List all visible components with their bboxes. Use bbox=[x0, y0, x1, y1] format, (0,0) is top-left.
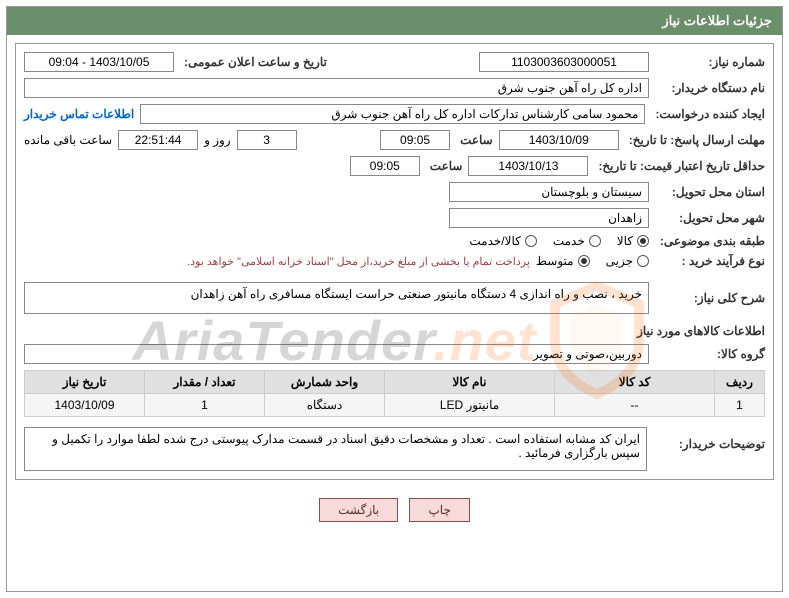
buyer-org-label: نام دستگاه خریدار: bbox=[655, 81, 765, 95]
radio-option[interactable]: خدمت bbox=[553, 234, 601, 248]
reply-deadline-label: مهلت ارسال پاسخ: تا تاریخ: bbox=[625, 133, 765, 147]
price-valid-date: 1403/10/13 bbox=[468, 156, 588, 176]
buyer-contact-link[interactable]: اطلاعات تماس خریدار bbox=[24, 107, 134, 121]
remaining-days: 3 bbox=[237, 130, 297, 150]
table-header: تاریخ نیاز bbox=[25, 371, 145, 394]
radio-icon bbox=[525, 235, 537, 247]
table-cell: دستگاه bbox=[265, 394, 385, 417]
process-label: نوع فرآیند خرید : bbox=[655, 254, 765, 268]
city-label: شهر محل تحویل: bbox=[655, 211, 765, 225]
category-radio-group: کالا خدمت کالا/خدمت bbox=[469, 234, 649, 248]
main-panel: جزئیات اطلاعات نیاز شماره نیاز: 11030036… bbox=[6, 6, 783, 592]
time-label-1: ساعت bbox=[456, 133, 493, 147]
table-cell: 1 bbox=[715, 394, 765, 417]
radio-icon bbox=[589, 235, 601, 247]
items-section-title: اطلاعات کالاهای مورد نیاز bbox=[24, 324, 765, 338]
price-valid-time: 09:05 bbox=[350, 156, 420, 176]
radio-option[interactable]: کالا/خدمت bbox=[469, 234, 536, 248]
table-header: کد کالا bbox=[555, 371, 715, 394]
group-label: گروه کالا: bbox=[655, 347, 765, 361]
province-label: استان محل تحویل: bbox=[655, 185, 765, 199]
radio-label: کالا/خدمت bbox=[469, 234, 520, 248]
buyer-notes-text: ایران کد مشابه استفاده است . تعداد و مشخ… bbox=[24, 427, 647, 471]
process-radio-group: جزیی متوسط bbox=[536, 254, 649, 268]
reply-deadline-time: 09:05 bbox=[380, 130, 450, 150]
payment-note: پرداخت تمام یا بخشی از مبلغ خرید،از محل … bbox=[187, 255, 530, 268]
radio-icon bbox=[637, 255, 649, 267]
reply-deadline-date: 1403/10/09 bbox=[499, 130, 619, 150]
announce-field: 1403/10/05 - 09:04 bbox=[24, 52, 174, 72]
remaining-suffix: ساعت باقی مانده bbox=[24, 133, 112, 147]
table-cell: 1 bbox=[145, 394, 265, 417]
remaining-time: 22:51:44 bbox=[118, 130, 198, 150]
radio-icon bbox=[637, 235, 649, 247]
announce-label: تاریخ و ساعت اعلان عمومی: bbox=[180, 55, 327, 69]
table-header: واحد شمارش bbox=[265, 371, 385, 394]
table-cell: 1403/10/09 bbox=[25, 394, 145, 417]
radio-option[interactable]: جزیی bbox=[606, 254, 649, 268]
button-row: چاپ بازگشت bbox=[7, 488, 782, 532]
radio-label: کالا bbox=[617, 234, 633, 248]
province-field: سیستان و بلوچستان bbox=[449, 182, 649, 202]
time-label-2: ساعت bbox=[426, 159, 463, 173]
buyer-notes-label: توضیحات خریدار: bbox=[655, 427, 765, 451]
group-field: دوربین،صوتی و تصویر bbox=[24, 344, 649, 364]
items-table: ردیفکد کالانام کالاواحد شمارشتعداد / مقد… bbox=[24, 370, 765, 417]
back-button[interactable]: بازگشت bbox=[319, 498, 398, 522]
table-cell: -- bbox=[555, 394, 715, 417]
table-cell: مانیتور LED bbox=[385, 394, 555, 417]
radio-icon bbox=[578, 255, 590, 267]
table-header: نام کالا bbox=[385, 371, 555, 394]
table-row: 1--مانیتور LEDدستگاه11403/10/09 bbox=[25, 394, 765, 417]
print-button[interactable]: چاپ bbox=[409, 498, 469, 522]
table-header: تعداد / مقدار bbox=[145, 371, 265, 394]
need-no-field: 1103003603000051 bbox=[479, 52, 649, 72]
panel-header: جزئیات اطلاعات نیاز bbox=[7, 7, 782, 35]
city-field: زاهدان bbox=[449, 208, 649, 228]
radio-label: خدمت bbox=[553, 234, 585, 248]
price-valid-label: حداقل تاریخ اعتبار قیمت: تا تاریخ: bbox=[594, 159, 765, 173]
radio-label: متوسط bbox=[536, 254, 574, 268]
radio-option[interactable]: کالا bbox=[617, 234, 649, 248]
radio-option[interactable]: متوسط bbox=[536, 254, 590, 268]
need-desc-text: خرید ، نصب و راه اندازی 4 دستگاه مانیتور… bbox=[24, 282, 649, 314]
category-label: طبقه بندی موضوعی: bbox=[655, 234, 765, 248]
need-desc-label: شرح کلی نیاز: bbox=[655, 291, 765, 305]
requester-field: محمود سامی کارشناس تدارکات اداره کل راه … bbox=[140, 104, 645, 124]
buyer-org-field: اداره کل راه آهن جنوب شرق bbox=[24, 78, 649, 98]
days-and-label: روز و bbox=[204, 133, 231, 147]
radio-label: جزیی bbox=[606, 254, 633, 268]
table-header: ردیف bbox=[715, 371, 765, 394]
requester-label: ایجاد کننده درخواست: bbox=[651, 107, 765, 121]
need-no-label: شماره نیاز: bbox=[655, 55, 765, 69]
form-body: شماره نیاز: 1103003603000051 تاریخ و ساع… bbox=[15, 43, 774, 480]
